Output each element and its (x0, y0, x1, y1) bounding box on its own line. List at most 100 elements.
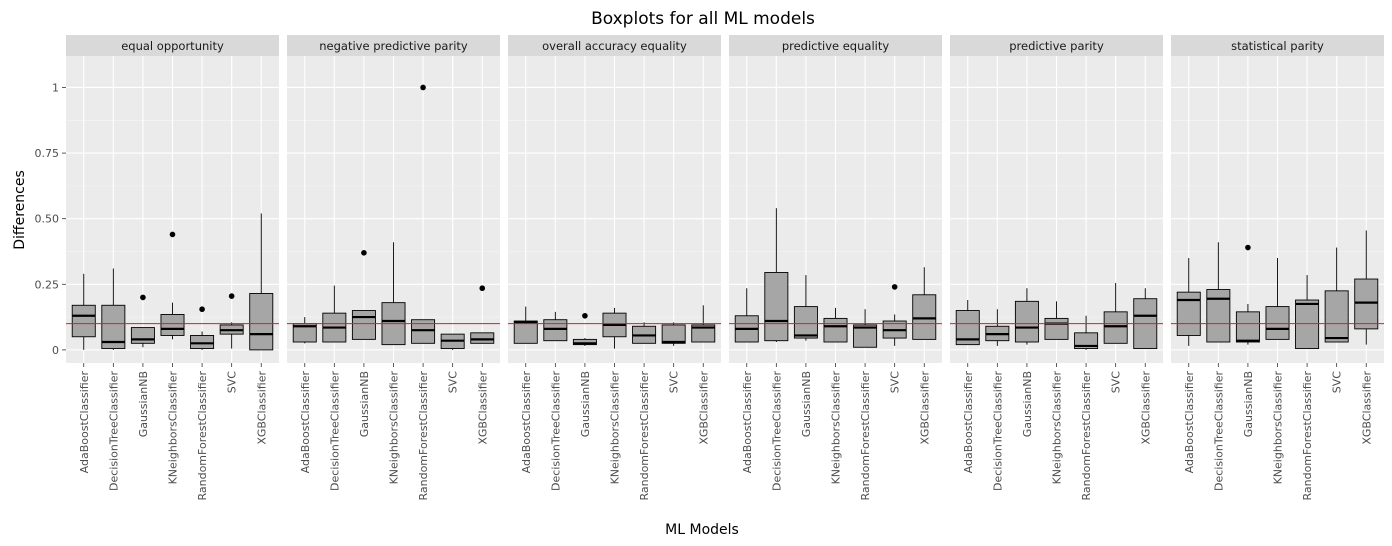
box-body (130, 327, 155, 344)
x-tick-label: GaussianNB (1242, 371, 1255, 437)
x-tick-label: RandomForestClassifier (417, 371, 430, 501)
x-tick-label: RandomForestClassifier (859, 371, 872, 501)
box-body (470, 332, 495, 344)
x-tick-label: XGBClassifier (476, 371, 489, 445)
x-tick-label: AdaBoostClassifier (1183, 371, 1196, 474)
chart-title: Boxplots for all ML models (591, 9, 815, 29)
box-gaussiannb (793, 275, 818, 341)
x-tick-label: RandomForestClassifier (196, 371, 209, 501)
y-tick-label: 0 (52, 344, 59, 357)
x-tick-label: RandomForestClassifier (1301, 371, 1314, 501)
x-tick-label: RandomForestClassifier (638, 371, 651, 501)
x-tick-label: DecisionTreeClassifier (107, 371, 120, 491)
box-xgbclassifier (249, 213, 274, 351)
box-body (1074, 332, 1099, 350)
x-tick-label: DecisionTreeClassifier (328, 371, 341, 491)
facet-panel: overall accuracy equality AdaBoostClassif… (508, 35, 721, 501)
x-tick-label: XGBClassifier (1139, 371, 1152, 445)
box-body (1176, 291, 1201, 336)
box-body (160, 314, 185, 336)
facet-panels: equal opportunity AdaBoostClassifier Decis… (66, 35, 1384, 501)
facet-strip-label: overall accuracy equality (542, 39, 687, 53)
x-tick-label: SVC (1331, 371, 1344, 394)
box-kneighborsclassifier (160, 231, 185, 340)
facet-strip (1171, 35, 1384, 56)
box-body (513, 320, 538, 344)
outlier-point (891, 284, 898, 290)
outlier-point (1245, 244, 1251, 251)
facet-strip-label: predictive equality (782, 39, 890, 53)
facet-strip (729, 35, 942, 56)
box-adaboostclassifier (734, 288, 759, 343)
box-body (955, 310, 980, 346)
facet-strip-label: statistical parity (1231, 39, 1324, 53)
box-body (351, 310, 376, 340)
facet-strip (508, 35, 721, 56)
x-tick-label: XGBClassifier (1360, 371, 1373, 445)
box-randomforestclassifier (853, 309, 878, 348)
facet-strip (66, 35, 279, 56)
x-tick-label: SVC (447, 371, 460, 394)
box-body (1235, 311, 1260, 343)
x-tick-label: KNeighborsClassifier (1051, 371, 1064, 485)
x-tick-label: GaussianNB (1021, 371, 1034, 437)
box-decisiontreeclassifier (985, 309, 1010, 346)
box-body (764, 272, 789, 342)
outlier-point (228, 293, 235, 299)
facet-strip (287, 35, 500, 56)
y-tick-label: 0.25 (35, 278, 60, 291)
box-svc (1324, 247, 1349, 343)
box-body (1103, 311, 1128, 344)
x-tick-label: DecisionTreeClassifier (770, 371, 783, 491)
box-body (101, 304, 126, 350)
x-tick-label: XGBClassifier (697, 371, 710, 445)
box-body (1324, 290, 1349, 343)
x-tick-label: KNeighborsClassifier (830, 371, 843, 485)
box-kneighborsclassifier (823, 307, 848, 343)
facet-strip-label: negative predictive parity (319, 39, 468, 53)
box-kneighborsclassifier (1265, 258, 1290, 340)
x-tick-label: KNeighborsClassifier (167, 371, 180, 485)
x-tick-label: XGBClassifier (918, 371, 931, 445)
box-svc (1103, 282, 1128, 344)
facet-panel: statistical parity AdaBoostClassifier Deci… (1171, 35, 1384, 501)
box-body (1014, 300, 1039, 343)
box-kneighborsclassifier (602, 307, 627, 349)
x-tick-label: XGBClassifier (255, 371, 268, 445)
y-axis-title: Differences (12, 170, 28, 249)
box-randomforestclassifier (1295, 275, 1320, 350)
box-body (411, 319, 436, 344)
facet-strip-label: equal opportunity (121, 39, 224, 53)
outlier-point (169, 231, 176, 238)
x-tick-label: SVC (668, 371, 681, 394)
box-xgbclassifier (1354, 230, 1379, 345)
facet-strip (950, 35, 1163, 56)
y-tick-label: 0.75 (35, 147, 60, 160)
x-tick-label: SVC (889, 371, 902, 394)
box-randomforestclassifier (1074, 315, 1099, 350)
box-decisiontreeclassifier (101, 268, 126, 350)
box-randomforestclassifier (411, 84, 436, 344)
box-randomforestclassifier (190, 306, 215, 350)
x-tick-label: AdaBoostClassifier (520, 371, 533, 474)
outlier-point (420, 84, 426, 91)
x-tick-label: GaussianNB (579, 371, 592, 437)
y-axis-ticks: 0 0.25 0.50 0.75 1 (35, 81, 66, 357)
facet-panel: predictive equality AdaBoostClassifier Dec… (729, 35, 942, 501)
outlier-point (582, 312, 588, 319)
x-tick-label: KNeighborsClassifier (388, 371, 401, 485)
box-body (823, 317, 848, 343)
facet-panel: negative predictive parity AdaBoostClassi… (287, 35, 500, 501)
x-tick-label: AdaBoostClassifier (741, 371, 754, 474)
x-tick-label: SVC (226, 371, 239, 394)
outlier-point (479, 285, 486, 292)
box-body (249, 293, 274, 351)
box-adaboostclassifier (71, 273, 96, 350)
box-gaussiannb (1014, 288, 1039, 345)
box-adaboostclassifier (955, 300, 980, 346)
box-decisiontreeclassifier (543, 311, 568, 342)
outlier-point (361, 249, 367, 256)
box-xgbclassifier (470, 285, 495, 344)
box-body (1354, 278, 1379, 330)
